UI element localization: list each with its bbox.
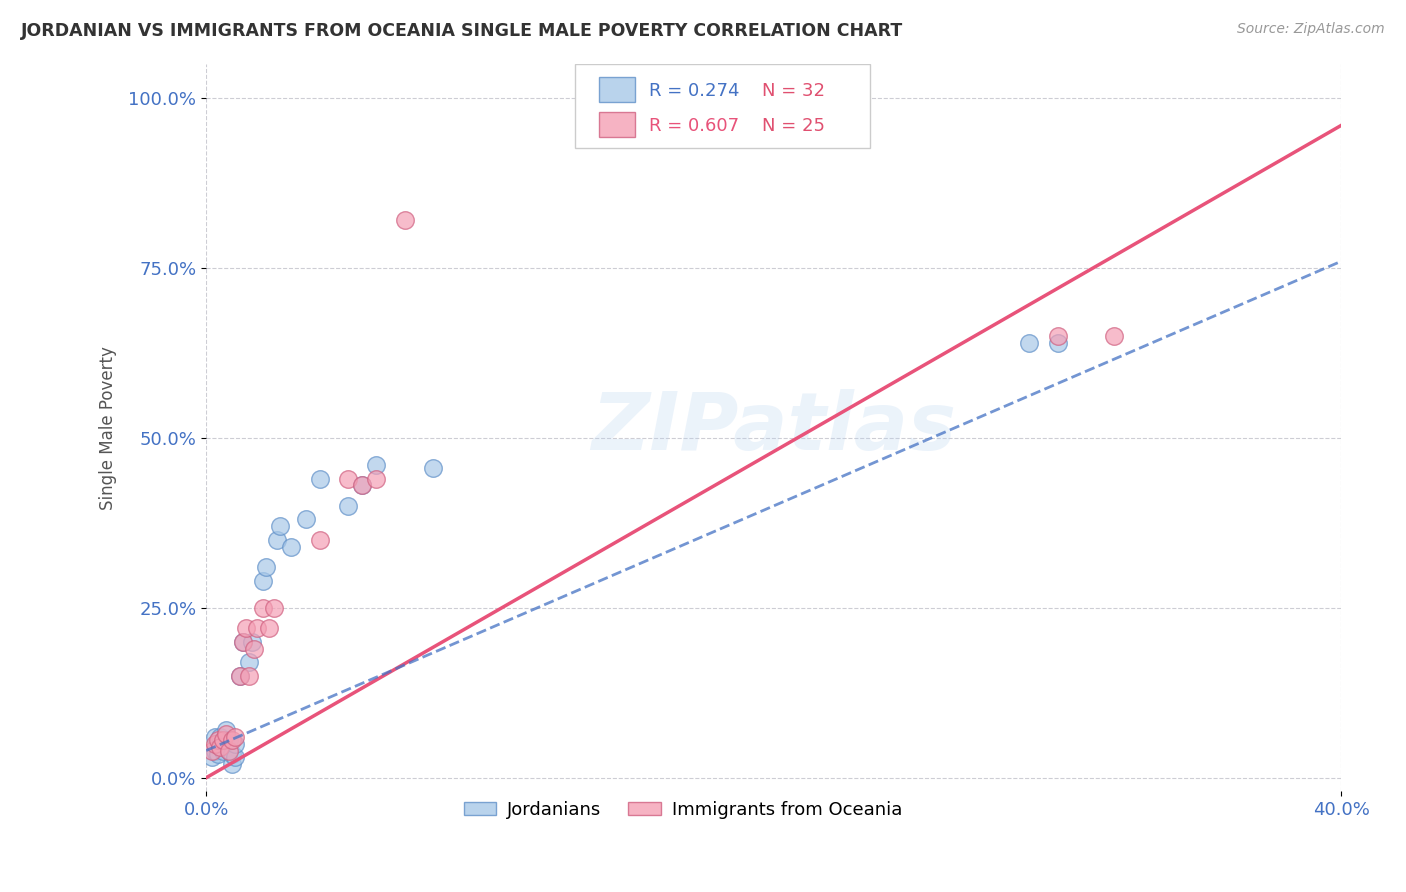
Text: N = 25: N = 25 (762, 117, 825, 135)
Point (221, 733, 243, 747)
Point (224, 737, 246, 751)
Legend: Jordanians, Immigrants from Oceania: Jordanians, Immigrants from Oceania (457, 794, 910, 826)
Point (252, 600, 274, 615)
Point (209, 730, 232, 744)
Point (212, 733, 235, 747)
Point (308, 472, 330, 486)
Point (1018, 335, 1040, 350)
Point (218, 733, 240, 747)
Point (254, 560, 277, 574)
Point (204, 730, 226, 744)
Point (252, 574, 274, 588)
Point (352, 478, 374, 492)
Text: N = 32: N = 32 (762, 82, 825, 100)
Point (1046, 335, 1069, 350)
Point (1104, 329, 1126, 343)
Point (246, 621, 269, 635)
FancyBboxPatch shape (599, 112, 636, 136)
Point (212, 743, 235, 757)
Point (266, 533, 288, 547)
Text: R = 0.607: R = 0.607 (650, 117, 740, 135)
Point (201, 750, 224, 764)
Point (294, 512, 316, 526)
Point (215, 726, 238, 740)
Point (366, 458, 388, 472)
Point (240, 634, 263, 648)
Text: R = 0.274: R = 0.274 (650, 82, 740, 100)
Point (218, 743, 240, 757)
Point (235, 621, 257, 635)
Point (215, 737, 238, 751)
Point (352, 478, 374, 492)
Point (422, 461, 444, 475)
Point (269, 519, 291, 533)
Point (1046, 329, 1069, 343)
FancyBboxPatch shape (599, 77, 636, 102)
Point (221, 747, 243, 761)
Point (229, 669, 252, 683)
Point (218, 743, 240, 757)
Point (232, 634, 254, 648)
Point (229, 669, 252, 683)
Point (308, 533, 330, 547)
Text: JORDANIAN VS IMMIGRANTS FROM OCEANIA SINGLE MALE POVERTY CORRELATION CHART: JORDANIAN VS IMMIGRANTS FROM OCEANIA SIN… (21, 22, 903, 40)
Text: ZIPatlas: ZIPatlas (592, 389, 956, 467)
FancyBboxPatch shape (575, 64, 870, 148)
Point (232, 634, 254, 648)
Point (243, 641, 266, 656)
Point (238, 669, 260, 683)
Point (224, 730, 246, 744)
Point (207, 747, 229, 761)
Point (263, 600, 285, 615)
Point (337, 472, 360, 486)
Point (394, 213, 416, 227)
Point (257, 621, 280, 635)
Point (280, 540, 302, 554)
Point (215, 723, 238, 738)
Point (201, 743, 224, 757)
Point (204, 737, 226, 751)
Point (221, 757, 243, 772)
Point (209, 737, 232, 751)
Point (204, 743, 226, 757)
Point (207, 733, 229, 747)
Point (224, 750, 246, 764)
Point (366, 472, 388, 486)
Point (209, 740, 232, 755)
Point (337, 499, 360, 513)
Point (238, 655, 260, 669)
Y-axis label: Single Male Poverty: Single Male Poverty (100, 346, 117, 509)
Text: Source: ZipAtlas.com: Source: ZipAtlas.com (1237, 22, 1385, 37)
